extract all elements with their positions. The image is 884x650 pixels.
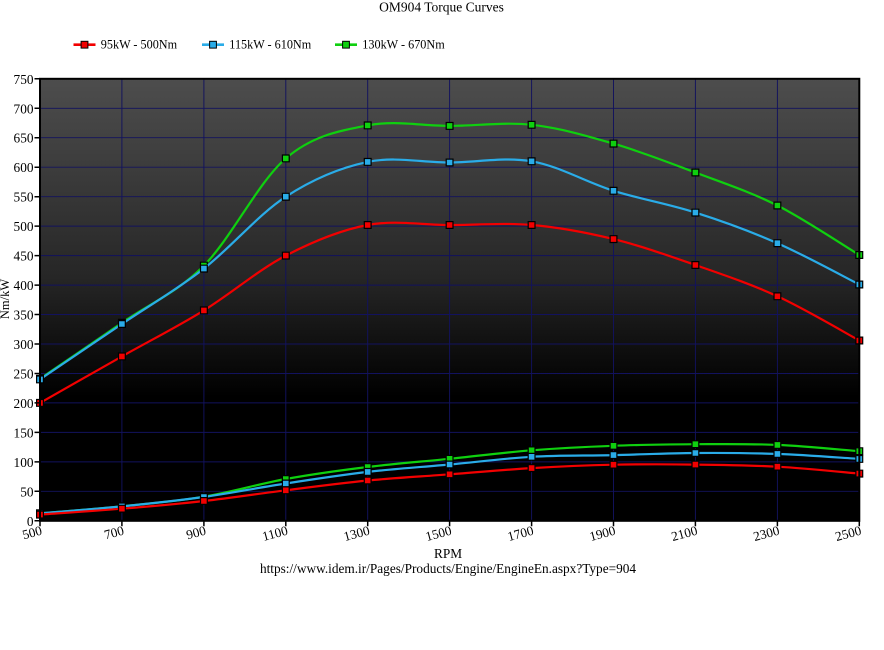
svg-text:600: 600 [14,160,34,175]
svg-text:50: 50 [20,484,34,499]
svg-text:95kW - 500Nm: 95kW - 500Nm [101,38,178,52]
svg-text:RPM: RPM [434,546,462,561]
svg-text:1500: 1500 [424,523,454,544]
svg-text:1100: 1100 [260,523,289,544]
svg-text:500: 500 [14,219,34,234]
svg-text:OM904 Torque Curves: OM904 Torque Curves [379,0,504,14]
svg-text:700: 700 [14,101,34,116]
svg-text:150: 150 [14,425,34,440]
svg-text:300: 300 [14,337,34,352]
svg-text:750: 750 [14,72,34,87]
svg-text:2100: 2100 [670,523,700,544]
svg-text:250: 250 [14,367,34,382]
svg-text:130kW - 670Nm: 130kW - 670Nm [362,38,445,52]
svg-text:350: 350 [14,308,34,323]
svg-text:650: 650 [14,131,34,146]
svg-text:1300: 1300 [342,523,372,544]
svg-text:450: 450 [14,249,34,264]
svg-text:Nm/kW: Nm/kW [0,279,12,319]
svg-text:900: 900 [184,523,207,543]
svg-text:200: 200 [14,396,34,411]
svg-text:700: 700 [102,523,125,543]
svg-text:2500: 2500 [834,523,864,544]
svg-text:https://www.idem.ir/Pages/Prod: https://www.idem.ir/Pages/Products/Engin… [260,561,636,576]
svg-text:1900: 1900 [588,523,618,544]
svg-text:2300: 2300 [752,523,782,544]
svg-text:500: 500 [21,523,44,543]
svg-text:550: 550 [14,190,34,205]
svg-text:0: 0 [27,514,34,529]
svg-text:100: 100 [14,455,34,470]
svg-text:115kW - 610Nm: 115kW - 610Nm [229,38,311,52]
svg-text:400: 400 [14,278,34,293]
svg-text:1700: 1700 [506,523,536,544]
